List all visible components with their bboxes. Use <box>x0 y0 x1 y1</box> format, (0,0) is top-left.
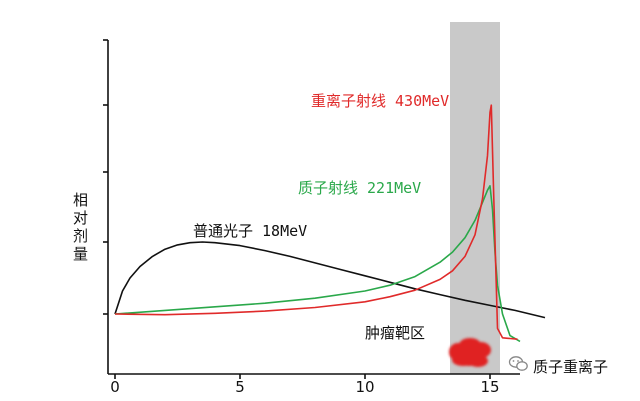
y-axis-label: 相对剂量 <box>73 191 88 263</box>
watermark: 质子重离子 <box>508 356 608 376</box>
series-line-0 <box>114 241 546 319</box>
series-label-heavy-ion: 重离子射线 430MeV <box>311 92 449 110</box>
series-label-photon: 普通光子 18MeV <box>193 222 307 240</box>
watermark-text: 质子重离子 <box>533 358 608 376</box>
tumor-blob <box>449 338 491 367</box>
x-tick-label: 0 <box>110 378 120 396</box>
series-line-2 <box>114 104 518 340</box>
x-tick-label: 15 <box>480 378 499 396</box>
x-tick-label: 5 <box>235 378 245 396</box>
wechat-icon <box>508 356 528 371</box>
x-tick-label: 10 <box>355 378 374 396</box>
tumor-region-label: 肿瘤靶区 <box>365 324 425 342</box>
series-label-proton: 质子射线 221MeV <box>298 179 421 197</box>
tumor-target-band <box>450 22 500 374</box>
